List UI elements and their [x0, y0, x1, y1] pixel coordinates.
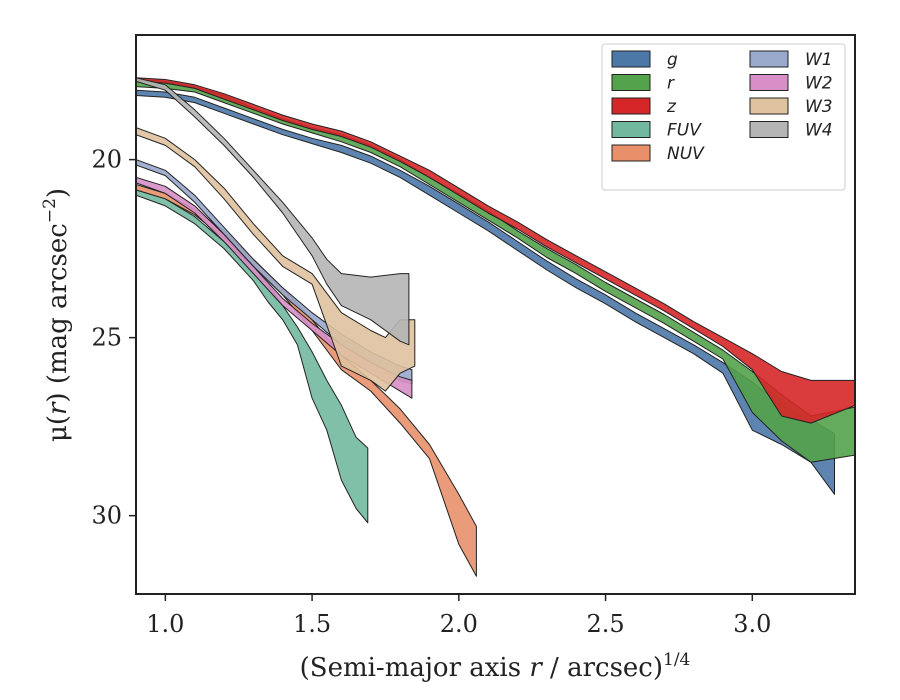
legend-label-z: z — [666, 97, 677, 117]
legend-label-w1: W1 — [805, 50, 833, 70]
y-tick-label: 25 — [91, 324, 122, 352]
y-tick-label: 30 — [91, 502, 122, 530]
legend-swatch-w3 — [749, 97, 789, 115]
legend-swatch-nuv — [611, 144, 651, 162]
x-tick-label: 2.5 — [586, 610, 624, 638]
legend-label-w4: W4 — [805, 121, 833, 141]
legend-swatch-fuv — [611, 121, 651, 138]
x-tick-label: 3.0 — [733, 610, 771, 638]
legend-swatch-w2 — [749, 74, 789, 91]
legend-swatch-w4 — [749, 121, 789, 138]
legend-label-w3: W3 — [805, 97, 833, 117]
plot-frame — [135, 34, 856, 595]
legend-swatch-r — [611, 74, 651, 91]
x-tick-label: 1.0 — [146, 610, 184, 638]
profile-bands — [136, 77, 855, 577]
x-axis-ticks: 1.0 1.5 2.0 2.5 3.0 — [146, 594, 771, 638]
y-tick-label: 20 — [91, 146, 122, 174]
legend-swatch-w1 — [749, 50, 789, 68]
legend-swatch-z — [611, 97, 651, 115]
x-tick-label: 1.5 — [293, 610, 331, 638]
band-w4 — [136, 77, 410, 346]
legend-label-w2: W2 — [805, 74, 833, 94]
legend-label-r: r — [667, 74, 675, 94]
band-g — [136, 89, 835, 495]
legend-label-fuv: FUV — [667, 121, 702, 141]
x-axis-title: (Semi-major axis r / arcsec)1/4 — [300, 650, 691, 683]
x-tick-label: 2.0 — [440, 610, 478, 638]
legend: grz FUV NUV W1 W2 W3 W4 — [601, 43, 846, 191]
y-axis-ticks: 20 25 30 — [91, 146, 136, 530]
band-w3 — [136, 127, 416, 392]
band-z — [136, 77, 855, 424]
legend-label-nuv: NUV — [667, 144, 705, 164]
y-axis-title: μ(r) (mag arcsec−2) — [40, 188, 73, 442]
legend-label-g: g — [667, 50, 678, 70]
legend-swatch-g — [611, 50, 651, 68]
